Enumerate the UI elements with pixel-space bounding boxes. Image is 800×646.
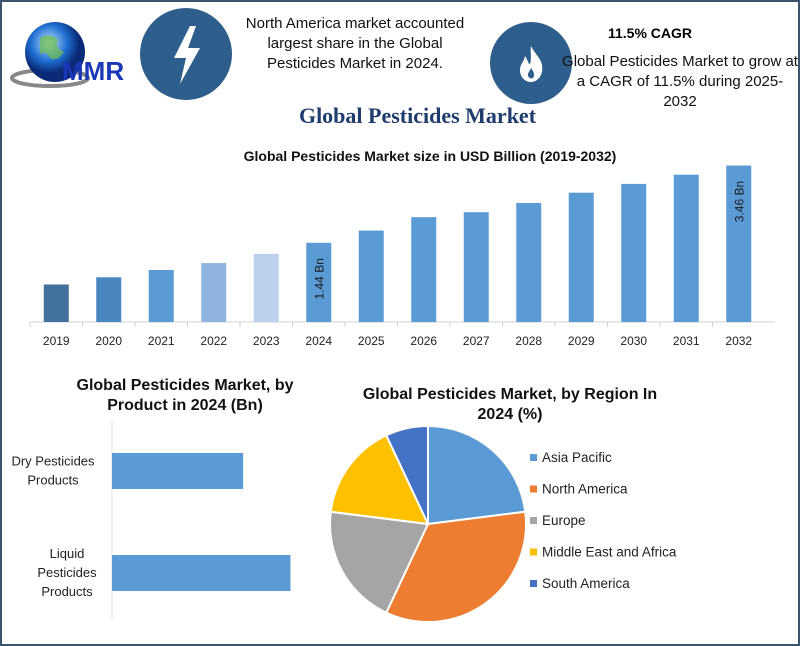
bar-2025	[358, 230, 384, 322]
pie-slice-middle-east-and-africa	[329, 433, 430, 526]
x-tick-label-2026: 2026	[410, 334, 437, 348]
cagr-title: 11.5% CAGR	[607, 25, 693, 41]
legend-label: South America	[542, 576, 630, 591]
x-tick-label-2020: 2020	[95, 334, 122, 348]
legend-swatch	[530, 517, 537, 524]
x-tick-label-2024: 2024	[305, 334, 332, 348]
category-label: Dry Pesticides Products	[11, 454, 95, 488]
bar-chart-title: Global Pesticides Market size in USD Bil…	[243, 148, 617, 164]
product-bar-chart: Dry Pesticides Products Liquid Pesticides Pr…	[11, 420, 291, 620]
legend-swatch	[530, 580, 537, 587]
bar-2021	[148, 269, 174, 322]
legend-swatch	[530, 485, 537, 493]
legend-swatch	[530, 454, 537, 461]
legend-swatch	[530, 548, 537, 556]
pie-slice-europe	[329, 510, 430, 615]
region-pie-chart: Asia Pacific North America Europe Middle Ea…	[329, 424, 677, 623]
bar-2028	[516, 203, 542, 322]
bar-2032	[726, 165, 752, 322]
flame-icon	[490, 22, 572, 104]
cagr-note: Global Pesticides Market to grow at a CA…	[562, 53, 798, 110]
pie-slice-south-america	[384, 424, 429, 525]
x-tick-label-2019: 2019	[43, 334, 70, 348]
bar-2026	[411, 217, 437, 322]
data-label-2032: 3.46 Bn	[733, 181, 747, 222]
product-chart-title: Global Pesticides Market, by Product in …	[76, 377, 294, 414]
bar-2027	[463, 212, 489, 322]
category-label: Liquid Pesticides Products	[37, 546, 97, 599]
svg-text:MMR: MMR	[62, 56, 124, 86]
bar-2031	[673, 174, 699, 322]
bar-2022	[201, 263, 227, 322]
lightning-icon	[140, 8, 232, 100]
bar-Dry Pesticides Products	[112, 453, 244, 489]
x-tick-label-2030: 2030	[620, 334, 647, 348]
x-tick-label-2021: 2021	[148, 334, 175, 348]
x-tick-label-2029: 2029	[568, 334, 595, 348]
pie-slice-asia-pacific	[427, 424, 527, 526]
legend-label: Europe	[542, 513, 586, 528]
x-tick-label-2031: 2031	[673, 334, 700, 348]
data-label-2024: 1.44 Bn	[313, 258, 327, 299]
x-tick-label-2028: 2028	[515, 334, 542, 348]
pie-chart-title: Global Pesticides Market, by Region In 2…	[362, 386, 658, 423]
north-america-note: North America market accounted largest s…	[245, 15, 465, 72]
legend-label: Asia Pacific	[542, 450, 612, 465]
mmr-logo: MMR	[10, 18, 150, 93]
bar-2024	[306, 242, 332, 322]
x-tick-label-2032: 2032	[725, 334, 752, 348]
bar-2019	[43, 284, 69, 322]
legend-label: North America	[542, 482, 628, 497]
x-tick-label-2022: 2022	[200, 334, 227, 348]
x-tick-label-2027: 2027	[463, 334, 490, 348]
bar-2023	[253, 253, 279, 322]
legend-label: Middle East and Africa	[542, 545, 677, 560]
market-size-bar-chart: 2019 2020 2021 2022 2023 2024 1.44 Bn 2025 2026 2…	[29, 165, 775, 348]
bar-2029	[568, 192, 594, 322]
globe-icon: MMR	[10, 22, 124, 88]
x-tick-label-2023: 2023	[253, 334, 280, 348]
bar-Liquid Pesticides Products	[112, 555, 291, 591]
x-tick-label-2025: 2025	[358, 334, 385, 348]
bar-2020	[96, 277, 122, 322]
bar-2030	[621, 183, 647, 322]
page-title: Global Pesticides Market	[298, 103, 537, 128]
